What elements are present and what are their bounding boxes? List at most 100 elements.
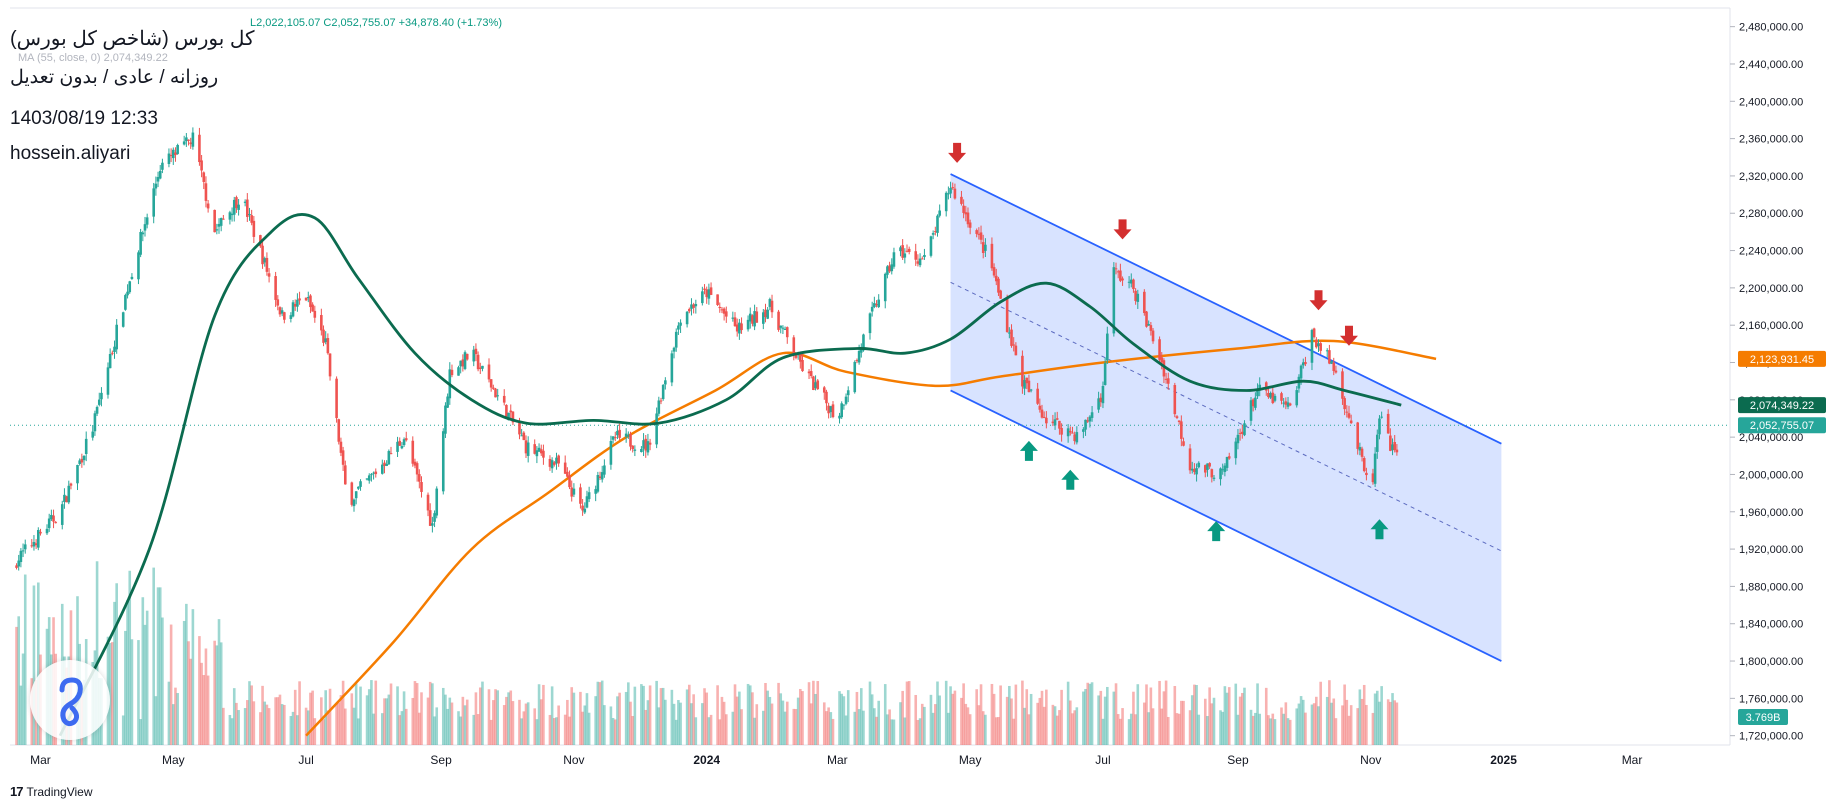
- candle-body: [822, 387, 826, 393]
- volume-bar: [1193, 684, 1196, 745]
- candle-body: [936, 215, 939, 233]
- tradingview-brand[interactable]: 17 TradingView: [10, 784, 93, 799]
- signal-arrows: [948, 142, 1389, 542]
- candle-body: [100, 392, 103, 400]
- volume-bar: [644, 709, 648, 745]
- candle-body: [1038, 405, 1042, 410]
- volume-bar: [661, 687, 665, 745]
- volume-bar: [831, 718, 835, 745]
- y-tick-label: 2,400,000.00: [1739, 96, 1803, 108]
- candle-body: [267, 273, 271, 277]
- candle-body: [1097, 398, 1100, 410]
- candle-body: [1304, 362, 1307, 365]
- volume-bar: [1173, 685, 1177, 745]
- candle-body: [95, 406, 99, 414]
- volume-bars: [15, 561, 1399, 745]
- candle-body: [1264, 382, 1268, 391]
- candle-body: [1221, 469, 1225, 471]
- candle-body: [298, 298, 301, 301]
- volume-bar: [145, 610, 149, 745]
- volume-bar: [1025, 689, 1029, 745]
- volume-bar: [121, 715, 125, 745]
- volume-bar: [337, 702, 341, 745]
- volume-bar: [522, 711, 526, 745]
- volume-bar: [829, 712, 833, 745]
- candle-body: [250, 215, 253, 223]
- volume-bar: [664, 699, 667, 745]
- volume-bar: [259, 712, 262, 745]
- volume-bar: [1254, 712, 1257, 745]
- volume-bar: [263, 701, 267, 745]
- volume-bar: [670, 689, 674, 745]
- candle-body: [130, 276, 134, 279]
- candle-body: [1151, 330, 1155, 342]
- volume-bar: [372, 713, 375, 745]
- volume-bar: [738, 691, 741, 745]
- candle-body: [261, 245, 264, 265]
- candle-body: [533, 444, 537, 454]
- volume-bar: [400, 711, 404, 745]
- candle-body: [324, 338, 327, 343]
- volume-bar: [929, 694, 933, 745]
- volume-bar: [766, 690, 769, 745]
- volume-bar: [1197, 714, 1201, 745]
- candle-body: [1332, 362, 1336, 371]
- volume-bar: [1297, 703, 1301, 745]
- candle-body: [929, 236, 933, 256]
- volume-bar: [1219, 710, 1222, 745]
- volume-bar: [1075, 707, 1079, 745]
- candle-body: [1393, 442, 1397, 451]
- candle-body: [263, 258, 267, 263]
- candle-body: [124, 295, 127, 310]
- volume-bar: [1101, 718, 1105, 745]
- price-badges: 2,123,931.45 2,074,349.22 2,052,755.07 3.76…: [1738, 350, 1826, 725]
- volume-bar: [994, 717, 998, 745]
- volume-bar: [446, 708, 449, 745]
- volume-bar: [1180, 700, 1183, 745]
- candle-body: [753, 311, 756, 327]
- volume-bar: [1304, 712, 1307, 745]
- volume-bar: [141, 597, 145, 745]
- candle-body: [855, 360, 859, 362]
- candle-body: [370, 474, 373, 476]
- candle-body: [792, 337, 796, 355]
- candle-body: [990, 243, 994, 269]
- volume-bar: [827, 707, 830, 745]
- volume-bar: [1238, 696, 1242, 745]
- volume-bar: [1243, 687, 1246, 745]
- candle-body: [507, 412, 510, 421]
- x-tick-label: Mar: [30, 753, 51, 767]
- candle-body: [1391, 444, 1394, 451]
- volume-bar: [1158, 680, 1161, 745]
- candle-body: [646, 441, 650, 453]
- candle-body: [418, 474, 421, 482]
- volume-bar: [979, 684, 983, 745]
- volume-bar: [1282, 713, 1285, 745]
- volume-bar: [923, 706, 926, 745]
- volume-bar: [204, 648, 208, 745]
- candle-body: [748, 313, 752, 322]
- ma55-price-badge: 2,074,349.22: [1750, 400, 1814, 412]
- candle-body: [1286, 402, 1290, 407]
- candle-body: [603, 465, 606, 475]
- volume-bar: [596, 681, 600, 745]
- candle-body: [905, 250, 909, 252]
- volume-bar: [232, 688, 236, 745]
- candle-body: [1273, 395, 1277, 401]
- volume-bar: [276, 697, 280, 745]
- volume-bar: [354, 683, 358, 745]
- volume-bar: [1055, 715, 1059, 745]
- candle-body: [411, 440, 415, 464]
- candle-body: [701, 291, 704, 304]
- volume-bar: [306, 710, 310, 745]
- chart-subtitle: روزانه / عادی / بدون تعدیل: [10, 67, 219, 88]
- volume-bar: [187, 641, 190, 745]
- volume-bar: [435, 707, 439, 745]
- volume-bar: [350, 693, 354, 745]
- candle-body: [1027, 380, 1031, 393]
- candle-body: [185, 137, 188, 142]
- candle-body: [435, 488, 439, 516]
- ma-legend: MA (55, close, 0) 2,074,349.22: [18, 52, 168, 64]
- candle-body: [1177, 420, 1181, 423]
- candle-body: [738, 322, 741, 334]
